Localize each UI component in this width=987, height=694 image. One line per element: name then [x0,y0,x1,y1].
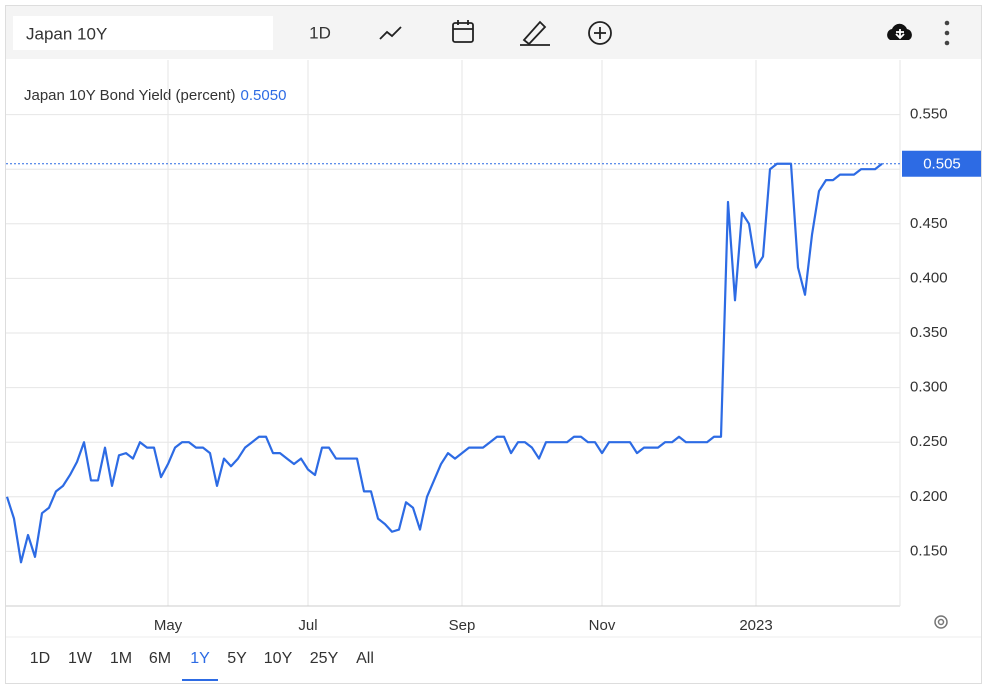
add-icon[interactable] [588,21,612,45]
x-tick-label: Nov [589,617,616,634]
download-icon[interactable] [887,23,912,40]
range-button[interactable]: 1M [110,650,132,667]
title: Japan 10Y Bond Yield (percent) [24,87,236,104]
range-button[interactable]: 5Y [227,650,247,667]
y-tick-label: 0.300 [910,379,948,396]
y-tick-label: 0.550 [910,106,948,123]
range-button[interactable]: 6M [149,650,171,667]
price-tag-box [902,150,981,177]
range-button[interactable]: 1Y [190,650,210,667]
range-button[interactable]: 1W [68,650,93,667]
frame [5,5,982,684]
range-button[interactable]: 10Y [264,650,293,667]
search-text[interactable]: Japan 10Y [26,24,107,43]
range-button[interactable]: 25Y [310,650,339,667]
y-tick-label: 0.200 [910,488,948,505]
x-tick-label: Jul [298,617,317,634]
interval-button[interactable]: 1D [309,23,331,42]
x-tick-label: 2023 [739,617,772,634]
y-tick-label: 0.350 [910,324,948,341]
search-box[interactable] [13,16,273,50]
range-button[interactable]: 1D [30,650,50,667]
y-tick-label: 0.400 [910,269,948,286]
legend-value: 0.5050 [241,87,287,104]
x-tick-label: Sep [449,617,476,634]
y-tick-label: 0.450 [910,215,948,232]
calendar-icon[interactable] [452,20,474,43]
y-tick-label: 0.250 [910,433,948,450]
range-active-underline [182,679,218,681]
y-tick-label: 0.150 [910,542,948,559]
draw-icon[interactable] [520,20,550,46]
x-tick-label: May [154,617,183,634]
price-tag-label: 0.505 [923,156,961,173]
chart-title: Japan 10Y Bond Yield (percent) 0.5050 [24,87,286,104]
line-type-icon[interactable] [379,26,402,40]
range-button[interactable]: All [356,650,374,667]
settings-icon[interactable] [934,615,948,629]
series-line [5,162,883,564]
menu-icon[interactable] [944,20,950,46]
